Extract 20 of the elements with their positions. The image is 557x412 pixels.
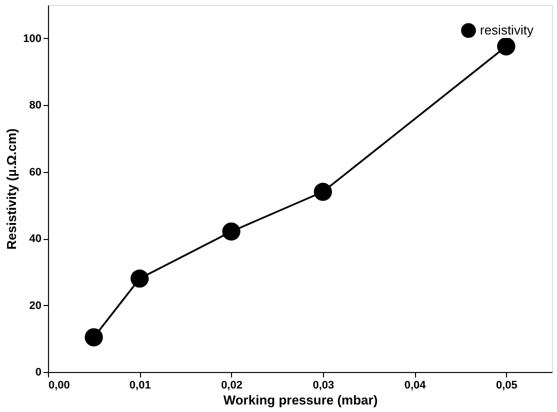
y-axis-title: Resistivity (µ.Ω.cm) [4,128,20,250]
x-tick-label: 0,00 [48,380,70,392]
x-tick-label: 0,01 [129,380,151,392]
y-tick-label: 100 [23,32,42,45]
x-tick-label: 0,05 [496,380,518,392]
y-tick-label: 80 [29,100,42,112]
point [84,328,103,346]
point [497,37,516,56]
y-tick-label: 40 [29,233,42,246]
y-tick-label: 60 [29,166,42,178]
y-tick-label: 0 [35,366,42,378]
x-axis-title: Working pressure (mbar) [223,392,378,408]
x-tick-label: 0,03 [312,380,334,392]
legend-label: resistivity [480,22,534,38]
point [130,270,149,288]
point [314,182,332,201]
y-tick-label: 20 [29,300,42,312]
point [222,222,240,241]
x-tick-label: 0,02 [221,380,242,392]
x-tick-label: 0,04 [404,380,427,392]
